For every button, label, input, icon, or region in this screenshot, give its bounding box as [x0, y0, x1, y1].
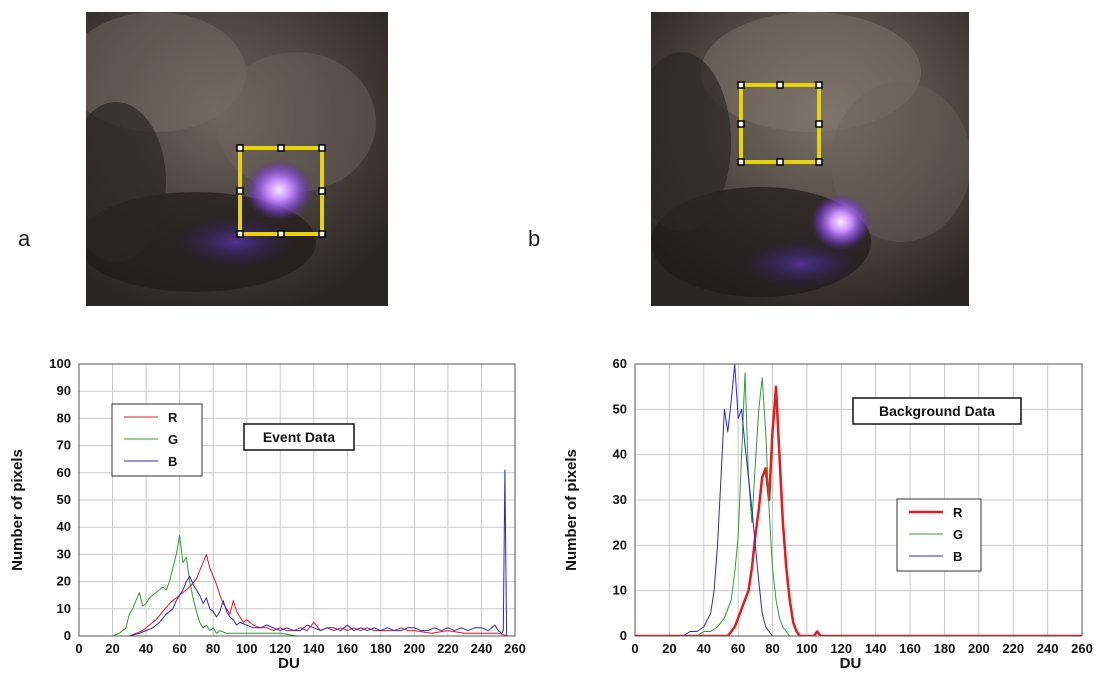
x-tick-label: 100	[796, 641, 818, 656]
y-tick-label: 60	[613, 356, 627, 371]
x-tick-label: 0	[75, 641, 82, 656]
x-tick-label: 160	[899, 641, 921, 656]
legend: RGB	[111, 403, 203, 477]
event-histogram-chart: 0 20 40 60 80 100 120 140 160 180 200 220 240 260 0 10 2…	[9, 356, 526, 672]
x-axis-title: DU	[840, 655, 862, 672]
y-tick-label: 100	[49, 356, 71, 371]
x-tick-label: 120	[269, 641, 291, 656]
x-tick-label: 200	[968, 641, 990, 656]
legend-box	[896, 498, 982, 572]
x-tick-label: 120	[830, 641, 852, 656]
x-tick-label: 0	[631, 641, 638, 656]
x-tick-label: 40	[697, 641, 711, 656]
series-line-G	[635, 372, 1082, 636]
x-tick-label: 260	[1071, 641, 1093, 656]
y-tick-label: 90	[57, 383, 71, 398]
y-tick-label: 0	[64, 628, 71, 643]
x-tick-label: 140	[303, 641, 325, 656]
x-tick-label: 20	[105, 641, 119, 656]
legend-box	[111, 403, 203, 477]
legend-label-R: R	[168, 410, 178, 425]
x-tick-label: 180	[934, 641, 956, 656]
y-tick-label: 60	[57, 465, 71, 480]
x-tick-label: 220	[437, 641, 459, 656]
x-tick-label: 220	[1002, 641, 1024, 656]
annotation-box	[243, 423, 355, 451]
x-tick-label: 80	[765, 641, 779, 656]
y-tick-label: 40	[613, 447, 627, 462]
x-tick-label: 260	[504, 641, 526, 656]
y-tick-label: 10	[613, 583, 627, 598]
legend: RGB	[896, 498, 982, 572]
series-line-G	[79, 534, 515, 636]
panel-label-b: b	[528, 226, 541, 251]
y-tick-label: 50	[57, 492, 71, 507]
background-photo	[651, 12, 969, 306]
y-tick-label: 30	[57, 546, 71, 561]
background-photo-image	[651, 12, 969, 306]
annotation-box	[852, 397, 1022, 425]
plot-frame	[634, 363, 1083, 637]
y-tick-label: 0	[620, 628, 627, 643]
series-group	[79, 469, 515, 636]
series-line-R	[635, 385, 1082, 636]
plot-frame	[78, 363, 516, 637]
y-tick-label: 50	[613, 401, 627, 416]
legend-label-B: B	[168, 454, 177, 469]
x-tick-label: 200	[404, 641, 426, 656]
y-tick-label: 30	[613, 492, 627, 507]
x-tick-label: 180	[370, 641, 392, 656]
x-tick-label: 60	[172, 641, 186, 656]
panel-label-a: a	[18, 226, 31, 251]
y-tick-label: 80	[57, 410, 71, 425]
y-tick-label: 10	[57, 601, 71, 616]
background-histogram-chart: 0 20 40 60 80 100 120 140 160 180 200 220 240 260 0 10 2…	[563, 356, 1093, 672]
y-tick-label: 40	[57, 519, 71, 534]
y-tick-label: 70	[57, 438, 71, 453]
series-line-R	[79, 553, 515, 636]
x-tick-label: 140	[865, 641, 887, 656]
y-tick-label: 20	[57, 574, 71, 589]
series-line-B	[79, 469, 515, 636]
x-tick-label: 240	[471, 641, 493, 656]
x-tick-label: 240	[1037, 641, 1059, 656]
x-tick-label: 20	[662, 641, 676, 656]
event-photo-image	[86, 12, 388, 306]
legend-label-R: R	[953, 505, 963, 520]
legend-label-B: B	[953, 549, 962, 564]
y-axis-title: Number of pixels	[9, 449, 26, 571]
x-axis-title: DU	[278, 655, 300, 672]
x-tick-label: 100	[236, 641, 258, 656]
legend-label-G: G	[953, 527, 963, 542]
legend-label-G: G	[168, 432, 178, 447]
annotation-text: Event Data	[263, 429, 336, 445]
x-tick-label: 60	[731, 641, 745, 656]
y-tick-label: 20	[613, 537, 627, 552]
x-tick-label: 80	[206, 641, 220, 656]
annotation-text: Background Data	[879, 403, 995, 419]
roi-handles	[737, 81, 823, 166]
y-axis-title: Number of pixels	[563, 449, 580, 571]
roi-handles	[236, 144, 326, 238]
x-tick-label: 160	[336, 641, 358, 656]
event-photo	[86, 12, 388, 306]
x-tick-label: 40	[139, 641, 153, 656]
